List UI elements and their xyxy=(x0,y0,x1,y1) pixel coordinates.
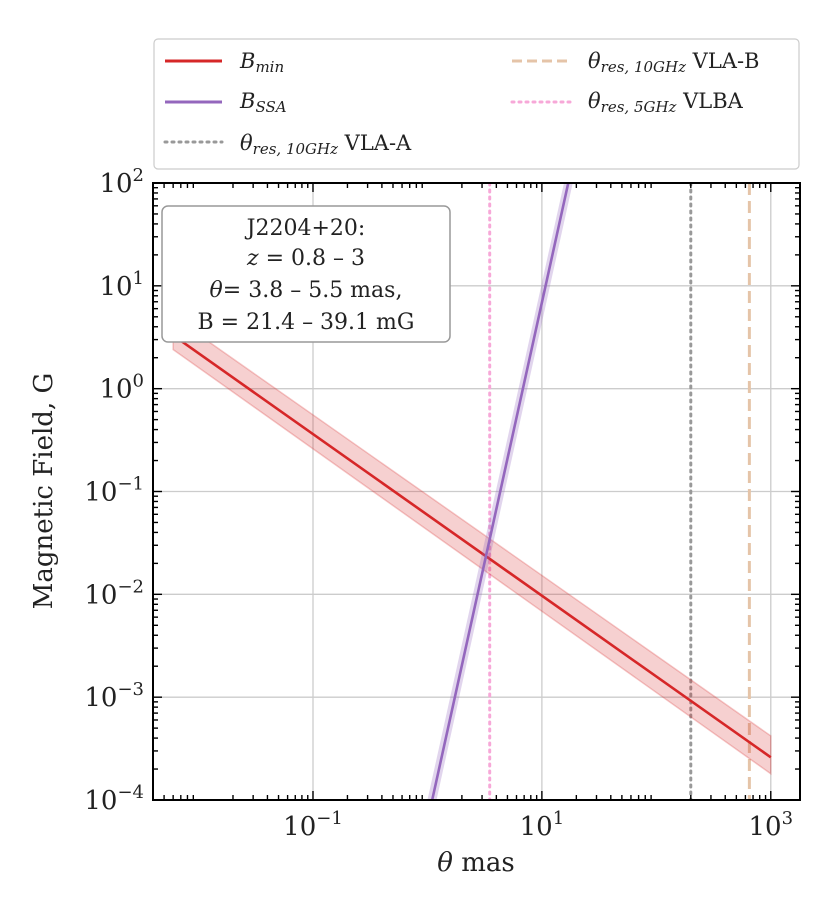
annotation-line-1: J2204+20: xyxy=(245,216,366,241)
line-bmin xyxy=(172,334,772,759)
x-axis-label: θ mas xyxy=(437,848,514,878)
annotation: J2204+20: z = 0.8 – 3 θ= 3.8 – 5.5 mas, … xyxy=(161,205,451,343)
y-tick-label-2: 100 xyxy=(99,371,144,405)
legend-label-vla-b: θres, 10GHz VLA-B xyxy=(588,49,759,76)
y-tick-label-4: 10−2 xyxy=(84,576,144,610)
x-tick-label-2: 103 xyxy=(749,808,794,842)
legend: Bmin BSSA θres, 10GHz VLA-A θres, 10GHz … xyxy=(153,38,800,170)
legend-label-vla-a: θres, 10GHz VLA-A xyxy=(240,131,412,158)
ticks: 10−1 101 103 102 101 100 10−1 10−2 10−3 10−4 xyxy=(84,165,800,842)
y-tick-label-6: 10−4 xyxy=(84,782,144,816)
annotation-line-3: θ= 3.8 – 5.5 mas, xyxy=(210,278,403,303)
annotation-line-2: z = 0.8 – 3 xyxy=(246,246,365,271)
y-axis-label: Magnetic Field, G xyxy=(29,373,59,610)
y-tick-label-3: 10−1 xyxy=(84,474,144,508)
annotation-line-4: B = 21.4 – 39.1 mG xyxy=(198,310,415,335)
line-bssa xyxy=(430,183,570,800)
x-tick-label-0: 10−1 xyxy=(283,808,343,842)
y-tick-label-5: 10−3 xyxy=(84,679,144,713)
legend-label-vlba: θres, 5GHz VLBA xyxy=(588,89,744,116)
legend-label-bssa: BSSA xyxy=(239,89,287,116)
legend-label-bmin: Bmin xyxy=(239,49,284,76)
x-tick-label-1: 101 xyxy=(520,808,565,842)
data-layer xyxy=(172,183,772,800)
y-tick-label-0: 102 xyxy=(99,165,144,199)
y-tick-label-1: 101 xyxy=(99,268,144,302)
